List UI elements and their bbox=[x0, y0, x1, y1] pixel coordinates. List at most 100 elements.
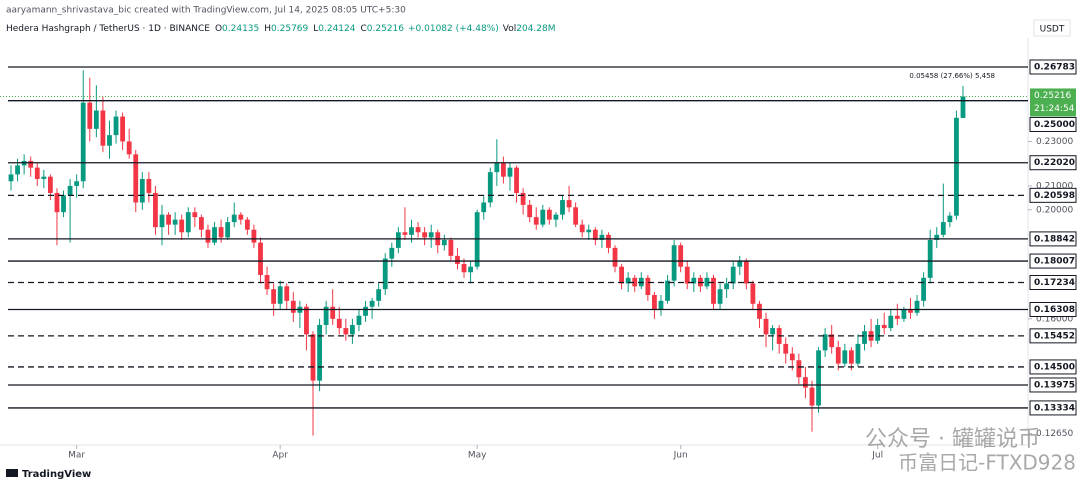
candle-body bbox=[881, 324, 887, 329]
candle-body bbox=[317, 324, 322, 381]
candle-body bbox=[126, 141, 132, 155]
candle-body bbox=[665, 280, 670, 301]
candle-body bbox=[330, 306, 336, 319]
candle-body bbox=[304, 306, 309, 335]
candle-body bbox=[796, 360, 802, 378]
candle-body bbox=[684, 266, 690, 284]
y-tick-label: 0.16000 bbox=[1036, 314, 1073, 324]
candle-body bbox=[422, 232, 428, 238]
candle-body bbox=[133, 154, 139, 203]
candle-body bbox=[678, 245, 684, 267]
currency-box bbox=[1033, 19, 1071, 37]
candle-body bbox=[290, 300, 296, 313]
candle-body bbox=[67, 185, 73, 196]
watermark: 币富日记-FTXD928 bbox=[898, 451, 1076, 475]
candle-body bbox=[888, 315, 894, 329]
candle-body bbox=[41, 176, 47, 179]
candle-body bbox=[573, 207, 579, 225]
level-label-box bbox=[1029, 302, 1077, 318]
ohlc-value: 0.24135 bbox=[222, 24, 259, 34]
level-label: 0.26783 bbox=[1034, 62, 1075, 72]
candle-body bbox=[363, 306, 368, 316]
candle-body bbox=[822, 334, 828, 351]
candle-body bbox=[954, 117, 959, 216]
candle-body bbox=[468, 266, 473, 273]
candle-body bbox=[586, 229, 592, 233]
candle-body bbox=[310, 334, 316, 381]
candle-body bbox=[264, 275, 270, 290]
candle-body bbox=[159, 214, 165, 228]
candle-body bbox=[934, 234, 940, 240]
level-label: 0.20598 bbox=[1034, 191, 1075, 201]
candle-body bbox=[409, 227, 414, 235]
candle-body bbox=[487, 172, 493, 203]
candle-body bbox=[192, 212, 198, 218]
y-tick-label: 0.21000 bbox=[1036, 181, 1073, 191]
level-label-box bbox=[1029, 116, 1077, 132]
candle-body bbox=[284, 286, 290, 301]
candle-body bbox=[711, 277, 716, 304]
candle-body bbox=[47, 176, 53, 193]
candle-body bbox=[34, 167, 40, 179]
candle-body bbox=[914, 300, 920, 313]
candle-body bbox=[533, 217, 539, 225]
candle-body bbox=[93, 110, 99, 129]
candle-body bbox=[908, 309, 913, 313]
candle-body bbox=[901, 309, 907, 319]
level-label-box bbox=[1029, 328, 1077, 344]
candle-body bbox=[389, 247, 395, 259]
candle-body bbox=[612, 247, 618, 267]
candle-body bbox=[428, 232, 434, 238]
level-label: 0.13334 bbox=[1034, 403, 1075, 413]
candle-body bbox=[501, 163, 506, 177]
candle-body bbox=[441, 239, 447, 246]
candle-body bbox=[875, 324, 881, 341]
candle-body bbox=[632, 277, 638, 287]
x-tick-label: Apr bbox=[272, 451, 288, 461]
candle-body bbox=[218, 227, 224, 238]
candle-body bbox=[816, 350, 821, 406]
candle-body bbox=[244, 219, 250, 230]
candle-body bbox=[927, 239, 933, 278]
credit: aaryamann_shrivastava_bic created with T… bbox=[6, 6, 406, 16]
candle-body bbox=[8, 174, 14, 182]
legend-line: Hedera Hashgraph / TetherUS · 1D · BINAN… bbox=[6, 24, 556, 34]
candle-body bbox=[809, 387, 815, 406]
level-label: 0.18842 bbox=[1034, 234, 1075, 244]
candle-body bbox=[599, 234, 605, 240]
candle-body bbox=[382, 258, 388, 290]
candle-body bbox=[494, 163, 500, 173]
annotation: 0.05458 (27.66%) 5,458 bbox=[909, 72, 995, 80]
currency: USDT bbox=[1040, 25, 1065, 35]
logo-mark bbox=[6, 469, 18, 477]
change: +0.01082 (+4.48%) bbox=[408, 24, 499, 34]
candle-body bbox=[540, 209, 546, 225]
level-label-box bbox=[1029, 359, 1077, 375]
candle-body bbox=[231, 214, 237, 223]
candle-body bbox=[258, 242, 263, 276]
candle-body bbox=[277, 286, 283, 304]
ohlc-label: H bbox=[264, 24, 271, 34]
candle-body bbox=[947, 215, 953, 223]
x-tick-label: May bbox=[468, 451, 487, 461]
level-label: 0.22020 bbox=[1034, 158, 1075, 168]
y-tick-label: 0.12650 bbox=[1036, 429, 1073, 439]
candle-body bbox=[179, 219, 185, 233]
candle-body bbox=[658, 300, 664, 310]
candle-body bbox=[921, 277, 927, 301]
level-label: 0.25000 bbox=[1034, 120, 1075, 130]
candle-body bbox=[520, 192, 526, 205]
ohlc-value: 0.24124 bbox=[318, 24, 355, 34]
candle-body bbox=[606, 234, 611, 248]
candle-body bbox=[198, 217, 204, 230]
candle-body bbox=[507, 167, 513, 177]
candle-body bbox=[717, 289, 723, 304]
candle-body bbox=[803, 377, 808, 388]
candle-body bbox=[107, 135, 112, 146]
volume-value: 204.28M bbox=[516, 24, 555, 34]
ohlc-label: L bbox=[313, 24, 318, 34]
level-label-box bbox=[1029, 377, 1077, 393]
candle-body bbox=[619, 266, 624, 284]
candle-body bbox=[848, 350, 854, 364]
